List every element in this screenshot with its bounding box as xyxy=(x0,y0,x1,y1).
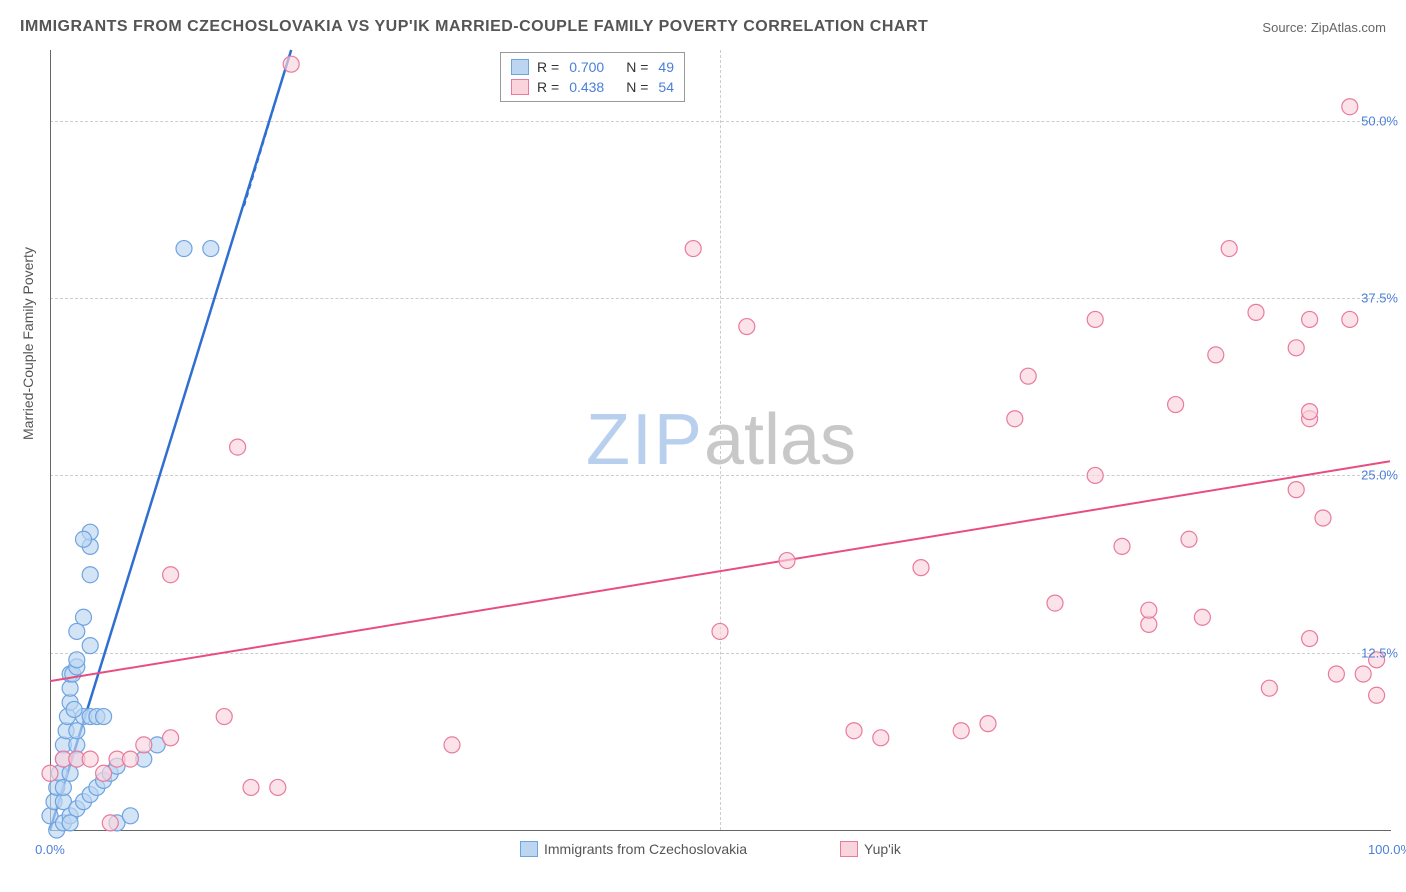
scatter-point xyxy=(913,560,929,576)
scatter-point xyxy=(82,567,98,583)
scatter-point xyxy=(82,751,98,767)
scatter-point xyxy=(243,779,259,795)
scatter-point xyxy=(62,815,78,831)
scatter-point xyxy=(685,241,701,257)
legend-n-label: N = xyxy=(626,79,648,95)
scatter-point xyxy=(1087,311,1103,327)
y-tick-label: 25.0% xyxy=(1361,468,1398,483)
scatter-point xyxy=(66,701,82,717)
scatter-point xyxy=(1168,397,1184,413)
scatter-point xyxy=(1047,595,1063,611)
bottom-legend-item: Immigrants from Czechoslovakia xyxy=(520,841,747,857)
scatter-point xyxy=(1208,347,1224,363)
legend-n-value: 54 xyxy=(658,79,674,95)
legend-swatch xyxy=(840,841,858,857)
scatter-point xyxy=(1114,538,1130,554)
bottom-legend-item: Yup'ik xyxy=(840,841,901,857)
scatter-point xyxy=(1342,311,1358,327)
scatter-point xyxy=(1302,311,1318,327)
scatter-point xyxy=(1020,368,1036,384)
scatter-point xyxy=(1087,467,1103,483)
scatter-point xyxy=(96,765,112,781)
scatter-point xyxy=(270,779,286,795)
trend-line xyxy=(50,461,1390,681)
scatter-point xyxy=(444,737,460,753)
scatter-point xyxy=(1302,631,1318,647)
scatter-point xyxy=(1007,411,1023,427)
scatter-point xyxy=(1355,666,1371,682)
scatter-point xyxy=(1288,340,1304,356)
legend-series-label: Immigrants from Czechoslovakia xyxy=(544,841,747,857)
source-name: ZipAtlas.com xyxy=(1311,20,1386,35)
scatter-point xyxy=(82,638,98,654)
correlation-legend: R = 0.700 N = 49 R = 0.438 N = 54 xyxy=(500,52,685,102)
scatter-point xyxy=(62,765,78,781)
scatter-plot-svg xyxy=(50,50,1390,830)
scatter-point xyxy=(1342,99,1358,115)
y-axis-label: Married-Couple Family Poverty xyxy=(20,247,36,440)
scatter-point xyxy=(1261,680,1277,696)
scatter-point xyxy=(122,808,138,824)
scatter-point xyxy=(953,723,969,739)
scatter-point xyxy=(69,623,85,639)
x-tick-label: 100.0% xyxy=(1368,842,1406,857)
scatter-point xyxy=(163,730,179,746)
legend-r-label: R = xyxy=(537,59,559,75)
scatter-point xyxy=(1141,602,1157,618)
legend-row: R = 0.438 N = 54 xyxy=(511,77,674,97)
scatter-point xyxy=(122,751,138,767)
scatter-point xyxy=(779,553,795,569)
scatter-point xyxy=(69,723,85,739)
legend-r-value: 0.438 xyxy=(569,79,604,95)
legend-r-label: R = xyxy=(537,79,559,95)
scatter-point xyxy=(739,319,755,335)
y-tick-label: 37.5% xyxy=(1361,291,1398,306)
scatter-point xyxy=(1221,241,1237,257)
x-tick-label: 0.0% xyxy=(35,842,65,857)
scatter-point xyxy=(846,723,862,739)
source-attribution: Source: ZipAtlas.com xyxy=(1262,20,1386,35)
y-tick-label: 12.5% xyxy=(1361,645,1398,660)
scatter-point xyxy=(76,609,92,625)
scatter-point xyxy=(102,815,118,831)
chart-title: IMMIGRANTS FROM CZECHOSLOVAKIA VS YUP'IK… xyxy=(20,18,928,36)
scatter-point xyxy=(1328,666,1344,682)
legend-r-value: 0.700 xyxy=(569,59,604,75)
scatter-point xyxy=(136,737,152,753)
scatter-point xyxy=(712,623,728,639)
scatter-point xyxy=(1315,510,1331,526)
scatter-point xyxy=(96,709,112,725)
scatter-point xyxy=(76,531,92,547)
scatter-point xyxy=(1248,304,1264,320)
scatter-point xyxy=(42,765,58,781)
scatter-point xyxy=(1288,482,1304,498)
legend-series-label: Yup'ik xyxy=(864,841,901,857)
scatter-point xyxy=(283,56,299,72)
scatter-point xyxy=(1181,531,1197,547)
legend-swatch xyxy=(511,79,529,95)
legend-swatch xyxy=(520,841,538,857)
y-tick-label: 50.0% xyxy=(1361,113,1398,128)
scatter-point xyxy=(1369,687,1385,703)
scatter-point xyxy=(216,709,232,725)
scatter-point xyxy=(1302,404,1318,420)
legend-row: R = 0.700 N = 49 xyxy=(511,57,674,77)
scatter-point xyxy=(203,241,219,257)
scatter-point xyxy=(1194,609,1210,625)
legend-swatch xyxy=(511,59,529,75)
legend-n-label: N = xyxy=(626,59,648,75)
legend-n-value: 49 xyxy=(658,59,674,75)
scatter-point xyxy=(69,652,85,668)
scatter-point xyxy=(163,567,179,583)
scatter-point xyxy=(55,779,71,795)
scatter-point xyxy=(980,716,996,732)
scatter-point xyxy=(176,241,192,257)
scatter-point xyxy=(873,730,889,746)
scatter-point xyxy=(230,439,246,455)
source-label: Source: xyxy=(1262,20,1307,35)
